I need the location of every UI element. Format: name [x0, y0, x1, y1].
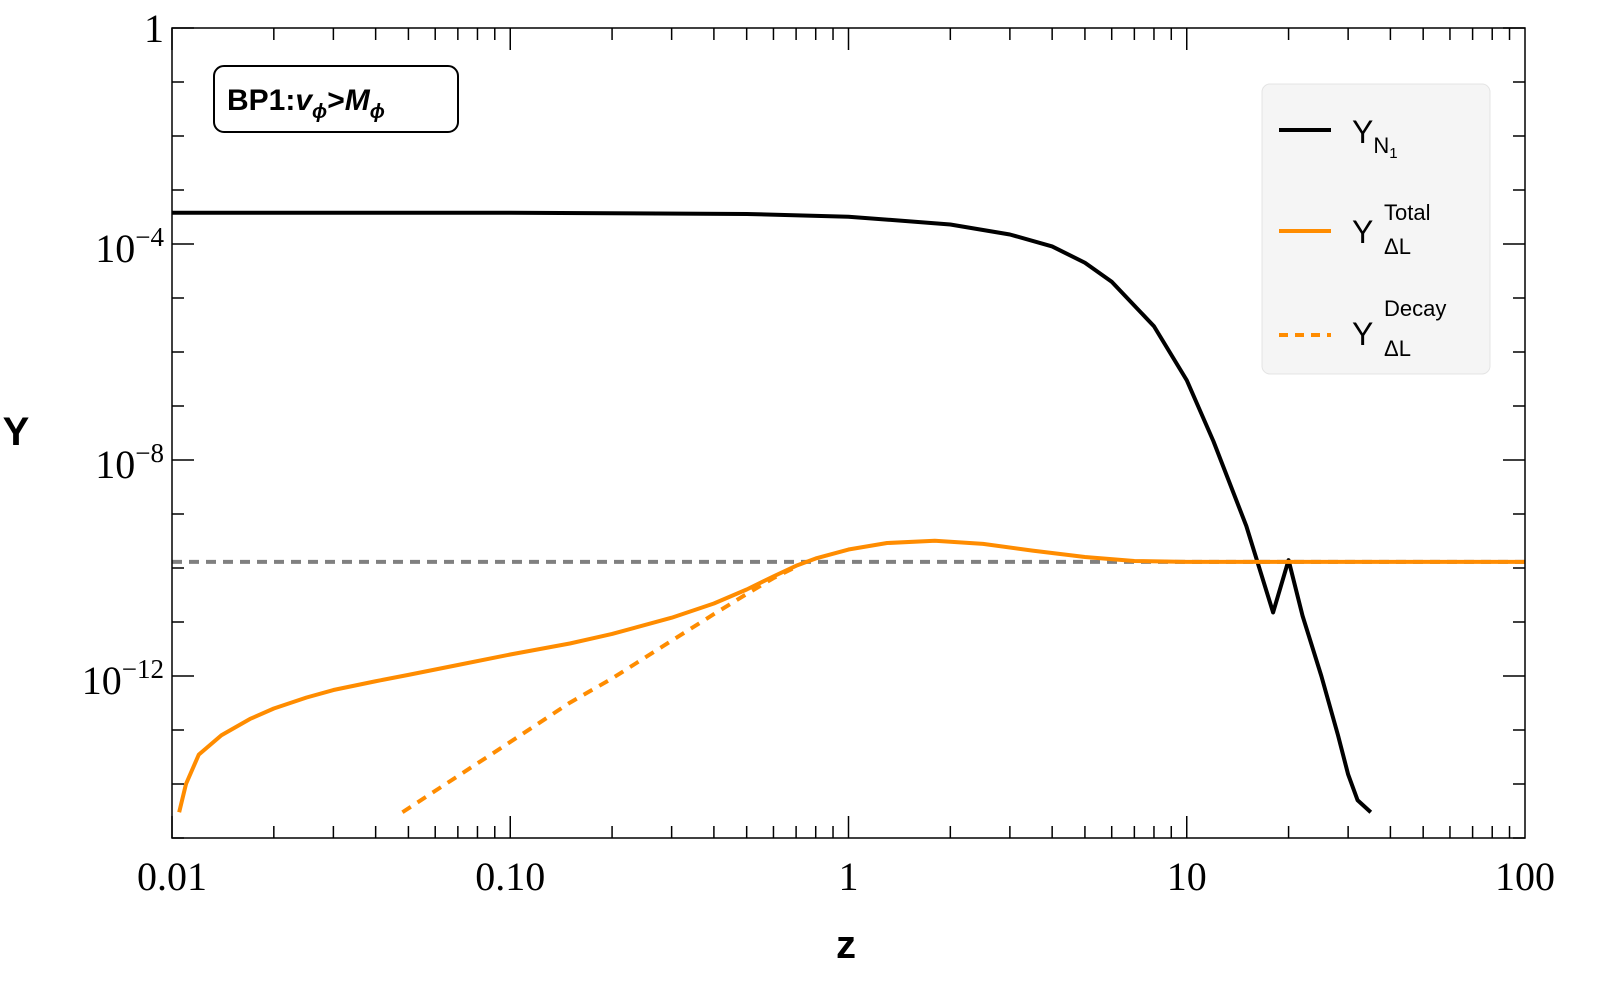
- x-tick-label: 10: [1167, 854, 1207, 899]
- x-axis-title: z: [836, 923, 856, 967]
- series-line-2: [401, 565, 797, 814]
- y-tick-label: 10−4: [95, 222, 164, 271]
- annotation-text: BP1:vϕ>Mϕ: [227, 84, 385, 123]
- x-tick-label: 0.01: [137, 854, 207, 899]
- series-line-0: [172, 210, 1373, 814]
- legend-sub-decay: ΔL: [1384, 336, 1411, 361]
- x-tick-label: 1: [839, 854, 859, 899]
- y-tick-label: 10−8: [95, 438, 164, 487]
- legend-label-decay: Y: [1352, 316, 1373, 352]
- legend-box: [1261, 83, 1491, 375]
- legend: YN1 Y Total ΔL Y Decay ΔL: [1261, 83, 1491, 375]
- y-tick-label: 10−12: [82, 654, 164, 703]
- y-tick-label: 1: [144, 6, 164, 51]
- series-line-1: [177, 538, 1525, 813]
- x-tick-label: 0.10: [475, 854, 545, 899]
- y-axis-title: Y: [3, 410, 30, 454]
- plot-frame: 0.01 0.10 1 10 100 1 10−4 10−8 10−12: [82, 6, 1555, 899]
- benchmark-annotation: BP1:vϕ>Mϕ: [213, 65, 459, 133]
- series-layer: [172, 210, 1525, 814]
- x-tick-label: 100: [1495, 854, 1555, 899]
- legend-sub-total: ΔL: [1384, 234, 1411, 259]
- legend-sup-decay: Decay: [1384, 296, 1446, 321]
- legend-sup-total: Total: [1384, 200, 1430, 225]
- legend-label-yn1: YN1: [1352, 114, 1398, 162]
- legend-label-total: Y: [1352, 214, 1373, 250]
